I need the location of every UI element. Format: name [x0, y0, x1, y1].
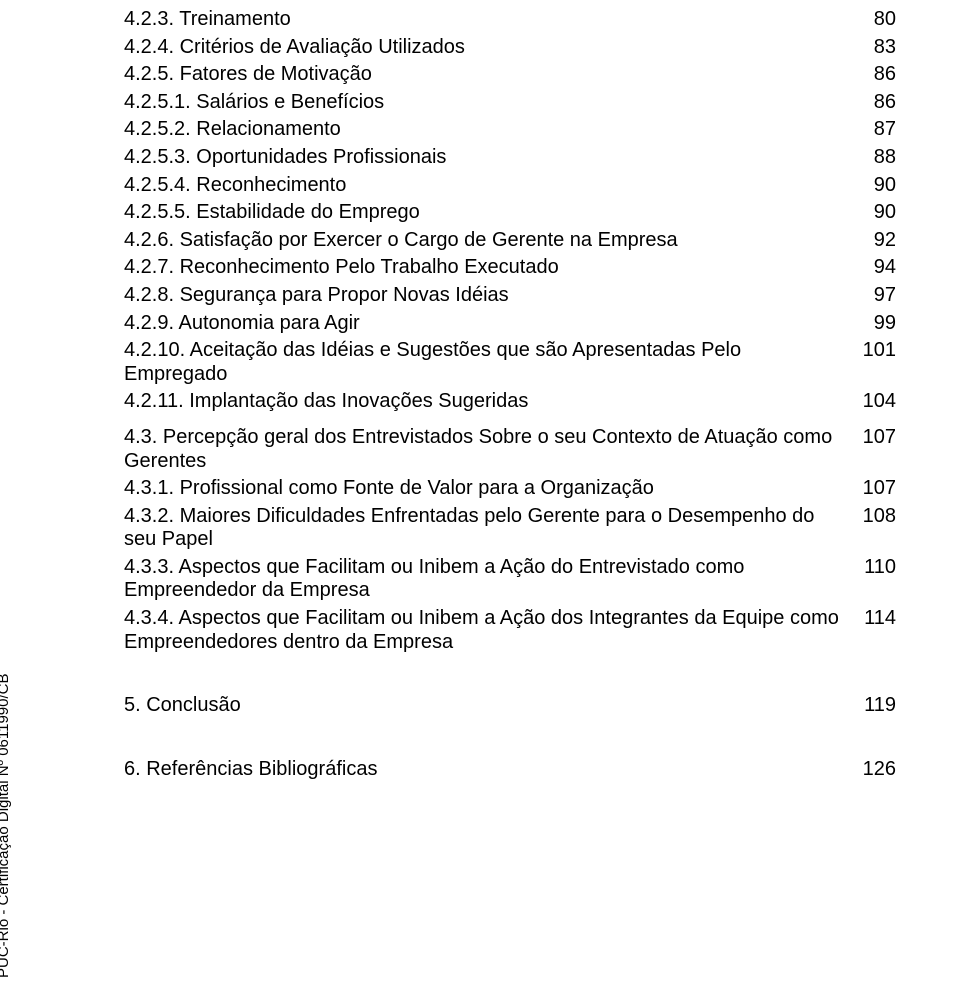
toc-page: 94: [874, 256, 896, 280]
toc-page: 119: [864, 694, 896, 718]
toc-page: 99: [874, 312, 896, 336]
toc-entry: 4.2.7. Reconhecimento Pelo Trabalho Exec…: [124, 256, 896, 280]
toc-page: 114: [864, 607, 896, 631]
toc-section: 5. Conclusão 119: [124, 694, 896, 718]
toc-entry: 4.2.10. Aceitação das Idéias e Sugestões…: [124, 339, 896, 386]
toc-entry: 4.2.5.5. Estabilidade do Emprego 90: [124, 201, 896, 225]
toc-label: 4.2.5.5. Estabilidade do Emprego: [124, 201, 874, 225]
toc-page: 80: [874, 8, 896, 32]
toc-entry: 4.3.2. Maiores Dificuldades Enfrentadas …: [124, 505, 896, 552]
toc-label: 4.3.2. Maiores Dificuldades Enfrentadas …: [124, 505, 863, 552]
toc-entry: 4.3.4. Aspectos que Facilitam ou Inibem …: [124, 607, 896, 654]
toc-label: 4.3. Percepção geral dos Entrevistados S…: [124, 426, 863, 473]
toc-page: 126: [863, 758, 896, 782]
toc-label: 4.2.5.4. Reconhecimento: [124, 174, 874, 198]
toc-entry: 4.2.5. Fatores de Motivação 86: [124, 63, 896, 87]
toc-entry: 4.2.5.3. Oportunidades Profissionais 88: [124, 146, 896, 170]
toc-page: 104: [863, 390, 896, 414]
toc-entry: 4.2.3. Treinamento 80: [124, 8, 896, 32]
toc-page: 107: [863, 426, 896, 450]
toc-label: 4.2.9. Autonomia para Agir: [124, 312, 874, 336]
side-caption: PUC-Rio - Certificação Digital Nº 061199…: [0, 674, 12, 978]
toc-label: 6. Referências Bibliográficas: [124, 758, 863, 782]
toc-label: 4.2.8. Segurança para Propor Novas Idéia…: [124, 284, 874, 308]
toc-page: 92: [874, 229, 896, 253]
toc-entry: 4.3.1. Profissional como Fonte de Valor …: [124, 477, 896, 501]
toc-label: 4.2.5.1. Salários e Benefícios: [124, 91, 874, 115]
toc-entry: 4.2.4. Critérios de Avaliação Utilizados…: [124, 36, 896, 60]
toc-label: 4.3.3. Aspectos que Facilitam ou Inibem …: [124, 556, 864, 603]
toc-label: 4.3.1. Profissional como Fonte de Valor …: [124, 477, 863, 501]
toc-label: 4.2.6. Satisfação por Exercer o Cargo de…: [124, 229, 874, 253]
toc-body: 4.2.3. Treinamento 80 4.2.4. Critérios d…: [124, 8, 896, 781]
toc-page: 88: [874, 146, 896, 170]
toc-page: 107: [863, 477, 896, 501]
toc-label: 4.2.5.2. Relacionamento: [124, 118, 874, 142]
toc-page: 110: [864, 556, 896, 580]
toc-entry: 4.2.9. Autonomia para Agir 99: [124, 312, 896, 336]
toc-page: 90: [874, 201, 896, 225]
toc-label: 4.2.7. Reconhecimento Pelo Trabalho Exec…: [124, 256, 874, 280]
toc-label: 5. Conclusão: [124, 694, 864, 718]
toc-entry: 4.2.11. Implantação das Inovações Sugeri…: [124, 390, 896, 414]
toc-entry: 4.2.6. Satisfação por Exercer o Cargo de…: [124, 229, 896, 253]
toc-label: 4.2.4. Critérios de Avaliação Utilizados: [124, 36, 874, 60]
toc-entry: 4.2.5.2. Relacionamento 87: [124, 118, 896, 142]
toc-label: 4.3.4. Aspectos que Facilitam ou Inibem …: [124, 607, 864, 654]
toc-entry: 4.2.5.1. Salários e Benefícios 86: [124, 91, 896, 115]
toc-page: 101: [863, 339, 896, 363]
spacer: [124, 418, 896, 426]
toc-entry: 4.2.8. Segurança para Propor Novas Idéia…: [124, 284, 896, 308]
toc-label: 4.2.5.3. Oportunidades Profissionais: [124, 146, 874, 170]
toc-label: 4.2.10. Aceitação das Idéias e Sugestões…: [124, 339, 863, 386]
toc-entry: 4.2.5.4. Reconhecimento 90: [124, 174, 896, 198]
toc-page: 86: [874, 63, 896, 87]
toc-page: 87: [874, 118, 896, 142]
toc-label: 4.2.11. Implantação das Inovações Sugeri…: [124, 390, 863, 414]
toc-page: 83: [874, 36, 896, 60]
toc-label: 4.2.3. Treinamento: [124, 8, 874, 32]
page: PUC-Rio - Certificação Digital Nº 061199…: [0, 0, 960, 988]
spacer: [124, 722, 896, 758]
toc-section: 6. Referências Bibliográficas 126: [124, 758, 896, 782]
toc-label: 4.2.5. Fatores de Motivação: [124, 63, 874, 87]
toc-page: 90: [874, 174, 896, 198]
toc-entry: 4.3.3. Aspectos que Facilitam ou Inibem …: [124, 556, 896, 603]
toc-page: 86: [874, 91, 896, 115]
toc-entry: 4.3. Percepção geral dos Entrevistados S…: [124, 426, 896, 473]
toc-page: 97: [874, 284, 896, 308]
toc-page: 108: [863, 505, 896, 529]
spacer: [124, 658, 896, 694]
